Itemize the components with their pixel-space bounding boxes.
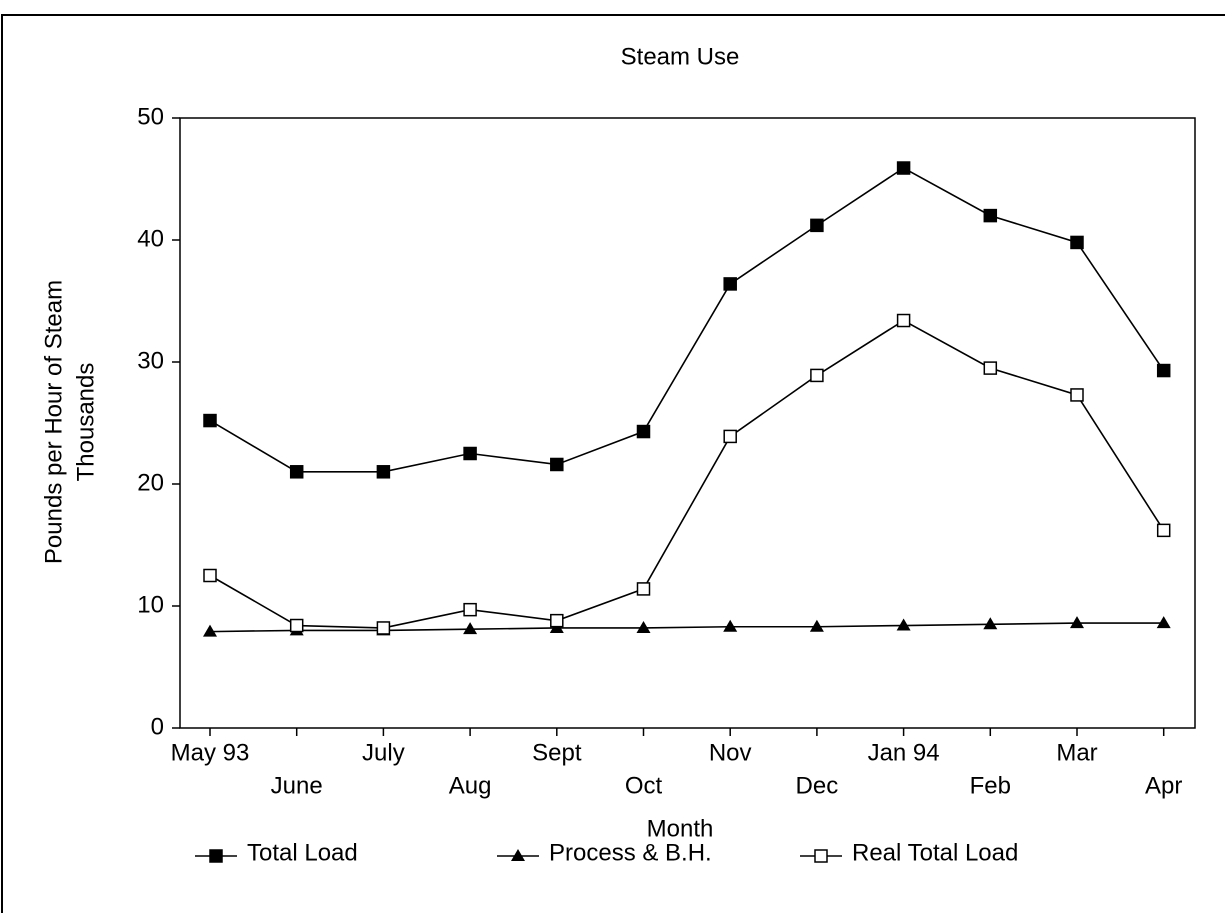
marker — [983, 617, 998, 630]
x-tick-label: Aug — [449, 772, 492, 799]
marker — [723, 429, 737, 444]
marker — [814, 849, 828, 863]
plot-area — [179, 117, 1196, 729]
series-line — [209, 622, 1164, 633]
marker — [511, 849, 525, 861]
marker — [983, 361, 998, 375]
marker — [289, 465, 304, 479]
y-tick-label: 40 — [137, 225, 164, 252]
x-tick-label: June — [271, 772, 323, 799]
legend-label: Real Total Load — [852, 839, 1018, 866]
marker — [1070, 388, 1084, 402]
marker — [983, 208, 998, 223]
marker — [723, 277, 737, 291]
x-tick-label: Jan 94 — [868, 739, 940, 766]
y-axis-label: Pounds per Hour of Steam Thousands — [40, 280, 99, 564]
marker — [1156, 363, 1171, 378]
marker — [1156, 523, 1171, 538]
x-tick-label: Mar — [1056, 739, 1097, 766]
marker — [203, 568, 217, 583]
legend-label: Process & B.H. — [549, 839, 712, 866]
marker — [289, 618, 304, 633]
x-axis-label: Month — [647, 815, 714, 842]
marker — [723, 619, 738, 632]
y-tick-label: 0 — [151, 713, 164, 740]
marker — [376, 465, 391, 479]
chart-title: Steam Use — [621, 43, 740, 70]
marker — [810, 368, 824, 383]
marker — [636, 620, 651, 633]
marker — [550, 613, 564, 628]
frame — [1, 14, 1225, 913]
x-tick-label: July — [362, 739, 405, 766]
marker — [809, 619, 824, 632]
x-tick-label: Feb — [970, 772, 1011, 799]
x-tick-label: Apr — [1145, 772, 1182, 799]
y-tick-label: 20 — [137, 469, 164, 496]
y-tick-label: 10 — [137, 591, 164, 618]
series-line — [209, 319, 1165, 629]
series-line — [209, 167, 1165, 473]
marker — [1070, 616, 1084, 629]
y-tick-label: 30 — [137, 347, 164, 374]
marker — [1156, 616, 1171, 629]
x-tick-label: Oct — [625, 772, 663, 799]
marker — [1070, 235, 1084, 250]
marker — [896, 161, 911, 175]
marker — [810, 218, 824, 233]
x-tick-label: Dec — [796, 772, 839, 799]
marker — [203, 413, 217, 428]
marker — [463, 602, 477, 617]
marker — [463, 622, 478, 635]
marker — [896, 618, 911, 631]
marker — [550, 457, 564, 472]
marker — [376, 621, 391, 635]
y-axis-label-line: Thousands — [72, 363, 99, 482]
marker — [636, 582, 651, 596]
y-tick-label: 50 — [137, 103, 164, 130]
marker — [463, 446, 477, 461]
marker — [896, 313, 911, 328]
marker — [636, 424, 651, 439]
x-tick-label: May 93 — [171, 739, 250, 766]
x-tick-label: Sept — [532, 739, 582, 766]
y-axis-label-line: Pounds per Hour of Steam — [40, 280, 67, 564]
x-tick-label: Nov — [709, 739, 752, 766]
marker — [209, 849, 223, 863]
marker — [203, 624, 217, 637]
legend-label: Total Load — [247, 839, 358, 866]
